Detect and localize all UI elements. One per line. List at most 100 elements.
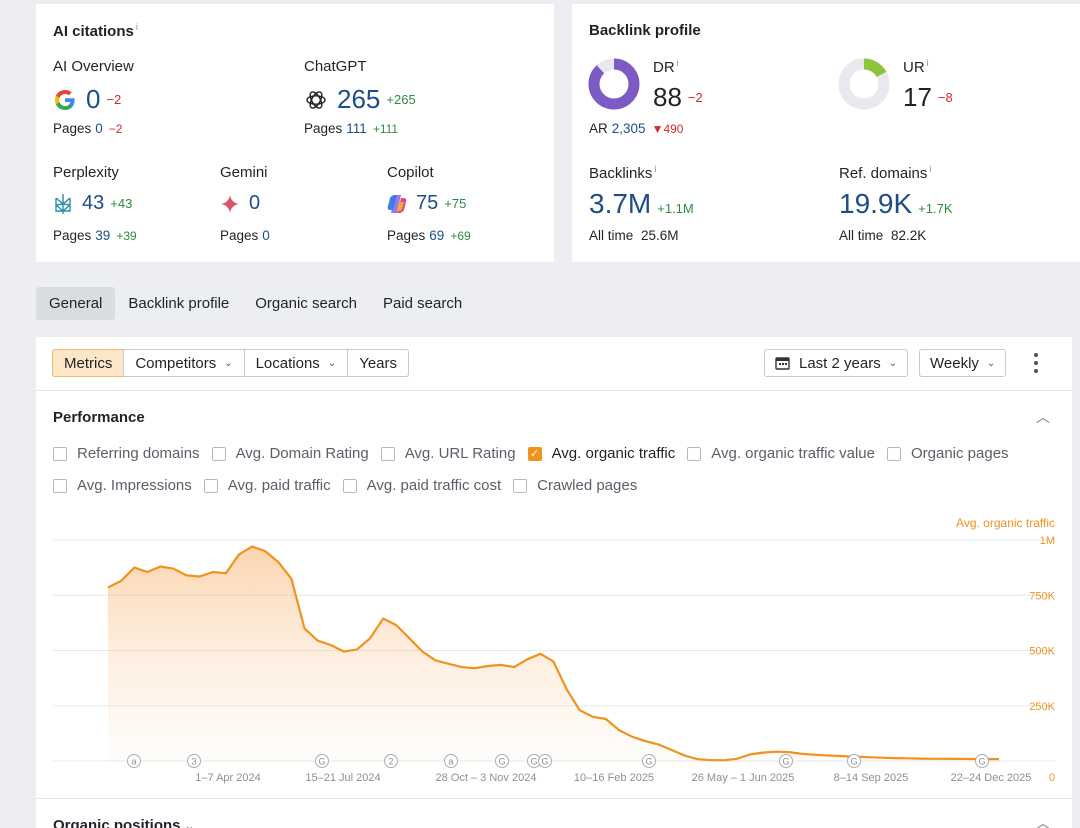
chatgpt-delta: +265 bbox=[386, 92, 416, 107]
metrics-button[interactable]: Metrics bbox=[52, 349, 125, 377]
dr-value[interactable]: 88 bbox=[653, 82, 682, 112]
ref-domains-value-row: 19.9K +1.7K bbox=[839, 188, 953, 220]
ur-value[interactable]: 17 bbox=[903, 82, 932, 112]
ur-ring-fill bbox=[838, 58, 890, 110]
checkbox-icon[interactable] bbox=[53, 446, 67, 461]
tab-backlink-profile[interactable]: Backlink profile bbox=[128, 295, 230, 312]
event-marker[interactable]: 3 bbox=[187, 754, 201, 768]
event-marker[interactable]: 2 bbox=[384, 754, 398, 768]
event-marker[interactable]: G bbox=[642, 754, 656, 768]
ref-domains-label: Ref. domains i bbox=[839, 164, 932, 182]
performance-panel: Metrics Competitors ⌄ Locations ⌄ Years La… bbox=[36, 337, 1072, 828]
chatgpt-icon bbox=[306, 90, 326, 109]
checkmark-icon[interactable]: ✓ bbox=[527, 446, 542, 461]
checkbox-avg-paid-traffic[interactable]: Avg. paid traffic bbox=[203, 477, 331, 494]
event-marker[interactable]: G bbox=[779, 754, 793, 768]
copilot-label: Copilot bbox=[387, 164, 434, 181]
svg-text:G: G bbox=[498, 757, 505, 767]
checkbox-icon[interactable] bbox=[886, 446, 901, 461]
ur-value-row: 17 −8 bbox=[903, 82, 953, 113]
dr-ring-fill bbox=[588, 58, 640, 110]
traffic-area bbox=[108, 546, 999, 761]
perplexity-label: Perplexity bbox=[53, 164, 119, 181]
ai-overview-value[interactable]: 0 bbox=[86, 84, 101, 114]
checkbox-icon[interactable] bbox=[211, 446, 226, 461]
backlinks-value-row: 3.7M +1.1M bbox=[589, 188, 694, 220]
date-range-dropdown[interactable]: Last 2 years ⌄ bbox=[764, 349, 909, 377]
chatgpt-value[interactable]: 265 bbox=[337, 84, 381, 114]
perplexity-icon bbox=[55, 193, 71, 214]
checkbox-icon[interactable] bbox=[513, 478, 528, 493]
checkbox-avg-paid-traffic-cost[interactable]: Avg. paid traffic cost bbox=[342, 477, 501, 494]
competitors-dropdown[interactable]: Competitors ⌄ bbox=[123, 349, 245, 377]
event-marker[interactable]: G bbox=[538, 754, 552, 768]
ref-domains-delta: +1.7K bbox=[918, 200, 953, 216]
event-marker[interactable]: G bbox=[495, 754, 509, 768]
event-marker[interactable]: a bbox=[127, 754, 141, 768]
chevron-down-icon: ⌄ bbox=[888, 357, 898, 369]
checkbox-avg-domain-rating[interactable]: Avg. Domain Rating bbox=[211, 445, 369, 462]
metric-checkboxes-row1: Referring domains Avg. Domain Rating Avg… bbox=[53, 445, 1021, 462]
tab-organic-search[interactable]: Organic search bbox=[255, 295, 357, 312]
checkbox-referring-domains[interactable]: Referring domains bbox=[53, 445, 200, 462]
svg-text:G: G bbox=[541, 757, 548, 767]
checkbox-avg-organic-traffic[interactable]: ✓ Avg. organic traffic bbox=[527, 445, 675, 462]
years-button[interactable]: Years bbox=[347, 349, 410, 377]
organic-positions-title[interactable]: Organic positions ⌄ bbox=[53, 817, 194, 828]
event-marker[interactable]: a bbox=[444, 754, 458, 768]
chevron-up-icon[interactable]: ︿ bbox=[1036, 409, 1050, 425]
checkbox-avg-impressions[interactable]: Avg. Impressions bbox=[53, 477, 192, 494]
divider bbox=[36, 390, 1072, 391]
backlink-profile-card: Backlink profile DR i 88 −2 AR 2,305 ▼490 U… bbox=[572, 4, 1080, 262]
backlinks-alltime: All time 25.6M bbox=[589, 228, 679, 243]
tab-paid-search[interactable]: Paid search bbox=[382, 295, 463, 312]
backlink-profile-title: Backlink profile bbox=[589, 22, 701, 39]
checkbox-icon[interactable] bbox=[53, 478, 67, 493]
metric-checkboxes-row2: Avg. Impressions Avg. paid traffic Avg. … bbox=[53, 477, 649, 494]
chevron-up-icon[interactable]: ︿ bbox=[1036, 815, 1050, 828]
ai-citations-card: AI citations i AI Overview 0 −2 Pages 0 −2 … bbox=[36, 4, 554, 262]
svg-text:G: G bbox=[645, 757, 652, 767]
info-icon[interactable]: i bbox=[654, 164, 657, 174]
backlinks-delta: +1.1M bbox=[657, 200, 694, 216]
svg-text:3: 3 bbox=[191, 757, 196, 767]
gemini-value[interactable]: 0 bbox=[249, 192, 261, 214]
ref-domains-value[interactable]: 19.9K bbox=[839, 188, 913, 219]
event-marker[interactable]: G bbox=[847, 754, 861, 768]
info-icon[interactable]: i bbox=[676, 58, 679, 68]
chart-legend: Avg. organic traffic bbox=[956, 516, 1055, 530]
event-marker[interactable]: G bbox=[315, 754, 329, 768]
locations-dropdown[interactable]: Locations ⌄ bbox=[243, 349, 349, 377]
gemini-value-row: 0 bbox=[220, 192, 260, 215]
interval-dropdown[interactable]: Weekly ⌄ bbox=[919, 349, 1007, 377]
checkbox-icon[interactable] bbox=[342, 478, 357, 493]
chatgpt-pages: Pages 111 +111 bbox=[304, 121, 399, 136]
x-tick-label: 10–16 Feb 2025 bbox=[574, 772, 654, 784]
checkbox-organic-pages[interactable]: Organic pages bbox=[886, 445, 1009, 462]
perplexity-value[interactable]: 43 bbox=[82, 192, 105, 214]
event-marker[interactable]: G bbox=[975, 754, 989, 768]
copilot-value[interactable]: 75 bbox=[416, 192, 439, 214]
tab-general[interactable]: General bbox=[36, 287, 116, 320]
y-tick-label: 500K bbox=[1029, 646, 1055, 658]
checkbox-avg-url-rating[interactable]: Avg. URL Rating bbox=[380, 445, 516, 462]
checkbox-crawled-pages[interactable]: Crawled pages bbox=[513, 477, 637, 494]
svg-text:a: a bbox=[448, 757, 453, 767]
checkbox-icon[interactable] bbox=[687, 446, 702, 461]
info-icon[interactable]: i bbox=[929, 164, 932, 174]
ur-label: UR i bbox=[903, 58, 929, 76]
gemini-icon bbox=[220, 193, 240, 214]
info-icon[interactable]: i bbox=[926, 58, 929, 68]
checkbox-icon[interactable] bbox=[203, 478, 218, 493]
svg-text:G: G bbox=[318, 757, 325, 767]
checkbox-avg-organic-traffic-value[interactable]: Avg. organic traffic value bbox=[687, 445, 875, 462]
chevron-down-icon: ⌄ bbox=[224, 357, 233, 369]
svg-text:G: G bbox=[978, 757, 985, 767]
checkbox-icon[interactable] bbox=[380, 446, 395, 461]
info-icon[interactable]: i bbox=[135, 22, 138, 32]
backlinks-value[interactable]: 3.7M bbox=[589, 188, 652, 219]
ai-overview-label: AI Overview bbox=[53, 58, 134, 75]
more-options-icon[interactable] bbox=[1032, 353, 1040, 373]
chevron-down-icon: ⌄ bbox=[184, 821, 194, 828]
